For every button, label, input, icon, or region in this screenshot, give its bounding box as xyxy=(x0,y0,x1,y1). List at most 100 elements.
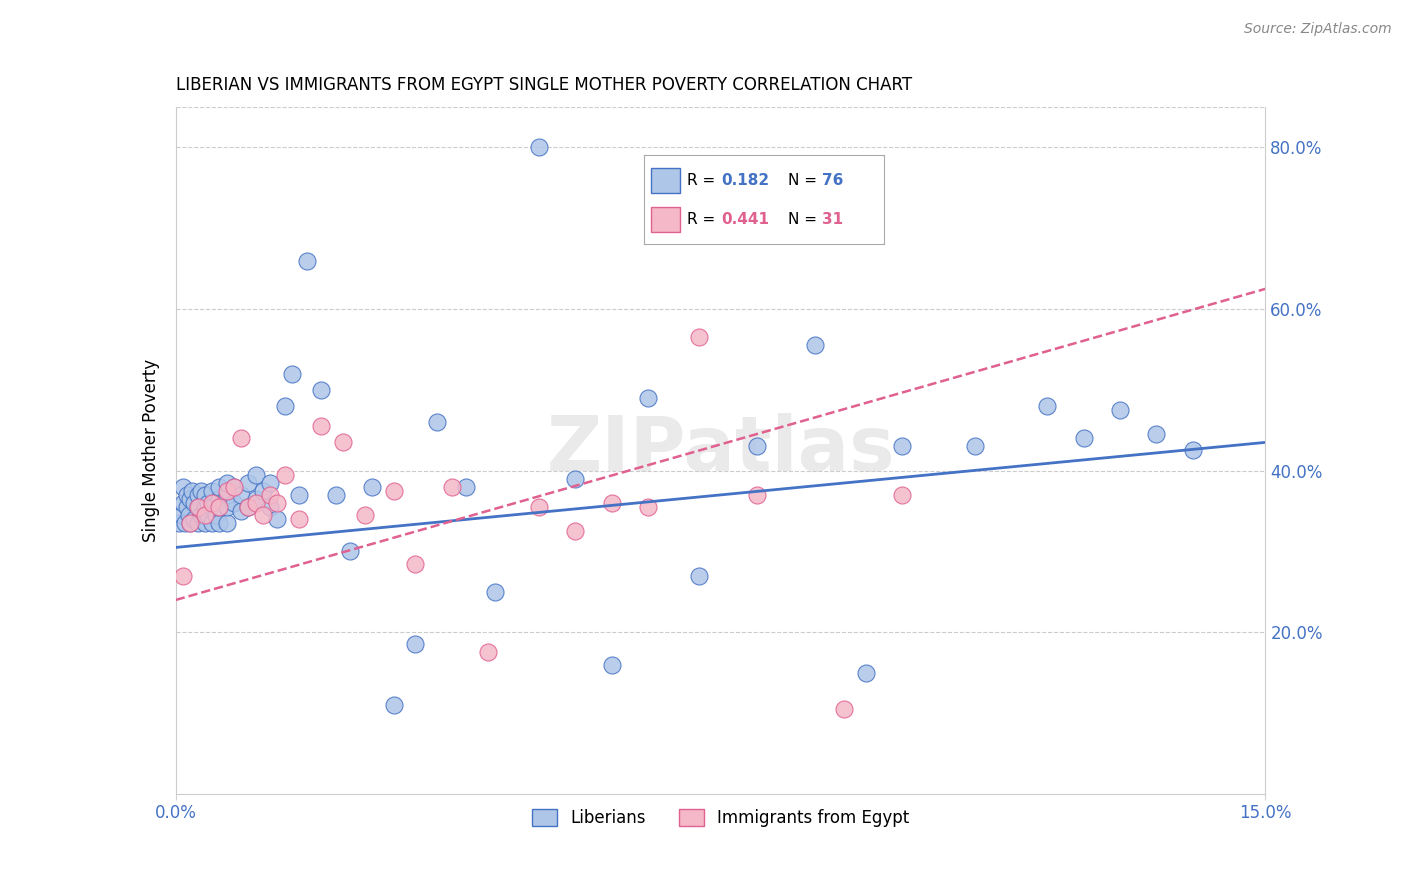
Text: ZIPatlas: ZIPatlas xyxy=(547,414,894,487)
Text: LIBERIAN VS IMMIGRANTS FROM EGYPT SINGLE MOTHER POVERTY CORRELATION CHART: LIBERIAN VS IMMIGRANTS FROM EGYPT SINGLE… xyxy=(176,77,912,95)
Point xyxy=(564,472,586,486)
Point xyxy=(382,698,405,712)
Point xyxy=(405,557,427,571)
Point xyxy=(188,500,211,514)
Point xyxy=(183,512,205,526)
Point xyxy=(440,480,463,494)
Point xyxy=(172,496,194,510)
Point xyxy=(190,483,212,498)
Point xyxy=(832,702,855,716)
Point xyxy=(215,516,238,531)
Text: 76: 76 xyxy=(821,173,844,187)
Point xyxy=(176,488,198,502)
Point xyxy=(215,483,238,498)
Point xyxy=(295,253,318,268)
Point xyxy=(360,480,382,494)
Point xyxy=(179,516,201,531)
Point xyxy=(1073,431,1095,445)
Point xyxy=(1036,399,1059,413)
Point xyxy=(208,500,231,514)
Point xyxy=(174,516,197,531)
Point xyxy=(477,645,499,659)
Point xyxy=(204,508,226,522)
Point xyxy=(180,483,202,498)
Point xyxy=(201,516,224,531)
Point xyxy=(353,508,375,522)
Point xyxy=(1181,443,1204,458)
Point xyxy=(170,508,193,522)
Point xyxy=(637,391,659,405)
Point xyxy=(190,508,212,522)
Point xyxy=(600,496,623,510)
Text: N =: N = xyxy=(789,212,823,227)
Point xyxy=(281,367,304,381)
Point xyxy=(231,504,253,518)
Point xyxy=(201,496,224,510)
Point xyxy=(426,415,449,429)
Point xyxy=(186,516,209,531)
Text: 31: 31 xyxy=(821,212,842,227)
Point xyxy=(177,508,200,522)
Point xyxy=(186,488,209,502)
Point xyxy=(963,439,986,453)
Point xyxy=(215,488,238,502)
Point xyxy=(266,496,288,510)
Point xyxy=(745,488,768,502)
Text: 0.441: 0.441 xyxy=(721,212,769,227)
Point xyxy=(176,500,198,514)
Point xyxy=(238,475,260,490)
Point xyxy=(179,516,201,531)
Point xyxy=(186,500,209,514)
Y-axis label: Single Mother Poverty: Single Mother Poverty xyxy=(142,359,160,542)
Point xyxy=(222,480,245,494)
Point xyxy=(183,496,205,510)
Point xyxy=(197,508,219,522)
Point xyxy=(259,475,281,490)
Point xyxy=(215,500,238,514)
Point xyxy=(405,637,427,651)
Point xyxy=(259,488,281,502)
Text: 0.182: 0.182 xyxy=(721,173,769,187)
Point xyxy=(215,475,238,490)
Point xyxy=(339,544,361,558)
Point xyxy=(288,512,311,526)
Point xyxy=(201,483,224,498)
Point xyxy=(1146,427,1168,442)
Point xyxy=(238,500,260,514)
Point xyxy=(382,483,405,498)
Point xyxy=(231,431,253,445)
Point xyxy=(855,665,877,680)
Point xyxy=(208,516,231,531)
Point xyxy=(172,568,194,582)
Point xyxy=(194,500,217,514)
Point xyxy=(259,500,281,514)
Point xyxy=(245,491,267,506)
Point xyxy=(238,500,260,514)
Point xyxy=(527,140,550,154)
Point xyxy=(197,496,219,510)
Point xyxy=(688,568,710,582)
Point xyxy=(208,500,231,514)
Point xyxy=(1109,403,1132,417)
Point xyxy=(891,439,914,453)
Bar xyxy=(651,168,681,193)
Point xyxy=(332,435,354,450)
Text: R =: R = xyxy=(688,173,720,187)
Point xyxy=(637,500,659,514)
Point xyxy=(172,480,194,494)
Point xyxy=(274,399,297,413)
Point xyxy=(309,419,332,434)
Point xyxy=(179,491,201,506)
Point xyxy=(169,516,191,531)
Point xyxy=(325,488,347,502)
Point xyxy=(194,488,217,502)
Point xyxy=(222,496,245,510)
Point xyxy=(564,524,586,539)
Legend: Liberians, Immigrants from Egypt: Liberians, Immigrants from Egypt xyxy=(524,802,917,834)
Point xyxy=(266,512,288,526)
Point xyxy=(194,516,217,531)
Point xyxy=(745,439,768,453)
Point xyxy=(527,500,550,514)
Text: Source: ZipAtlas.com: Source: ZipAtlas.com xyxy=(1244,22,1392,37)
Point xyxy=(600,657,623,672)
